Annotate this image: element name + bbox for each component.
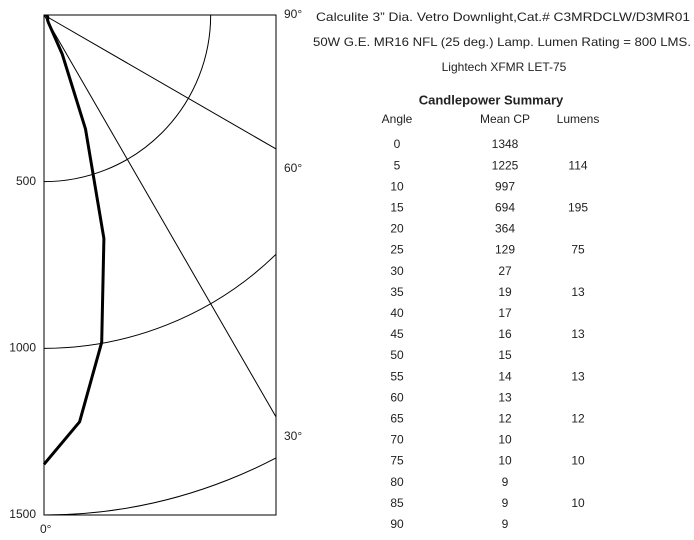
table-lumens: 195 <box>568 200 588 214</box>
table-mean-cp: 1348 <box>492 137 519 151</box>
table-mean-cp: 16 <box>498 327 512 341</box>
column-header: Angle <box>382 112 413 126</box>
table-mean-cp: 12 <box>498 411 512 425</box>
table-mean-cp: 9 <box>502 475 509 489</box>
angle-label: 90° <box>284 7 302 21</box>
table-mean-cp: 997 <box>495 179 515 193</box>
table-mean-cp: 10 <box>498 454 512 468</box>
title-line: Calculite 3” Dia. Vetro Downlight,Cat.# … <box>316 10 690 24</box>
table-angle: 15 <box>390 200 404 214</box>
grid-arc <box>44 15 212 183</box>
r-tick-label: 1000 <box>9 341 36 355</box>
table-angle: 70 <box>390 433 404 447</box>
column-header: Mean CP <box>480 112 530 126</box>
table-angle: 60 <box>390 390 404 404</box>
table-angle: 50 <box>390 348 404 362</box>
table-angle: 10 <box>390 179 404 193</box>
table-mean-cp: 14 <box>498 369 512 383</box>
table-angle: 25 <box>390 243 404 257</box>
table-mean-cp: 19 <box>498 285 512 299</box>
table-lumens: 13 <box>571 327 585 341</box>
table-angle: 55 <box>390 369 404 383</box>
table-mean-cp: 364 <box>495 222 515 236</box>
angle-line <box>43 14 277 150</box>
table-angle: 45 <box>390 327 404 341</box>
angle-label: 0° <box>40 522 52 536</box>
table-angle: 40 <box>390 306 404 320</box>
angle-line <box>43 14 277 418</box>
table-mean-cp: 9 <box>502 517 509 531</box>
table-angle: 30 <box>390 264 404 278</box>
table-mean-cp: 27 <box>498 264 512 278</box>
candlepower-curve <box>42 13 106 466</box>
r-tick-label: 500 <box>16 174 36 188</box>
table-lumens: 13 <box>571 285 585 299</box>
table-title: Candlepower Summary <box>419 92 564 107</box>
grid-arc <box>44 457 276 515</box>
table-mean-cp: 9 <box>502 496 509 510</box>
angle-label: 60° <box>284 161 302 175</box>
angle-label: 30° <box>284 429 302 443</box>
table-angle: 0 <box>394 137 401 151</box>
table-angle: 20 <box>390 222 404 236</box>
column-header: Lumens <box>557 112 600 126</box>
table-lumens: 13 <box>571 369 585 383</box>
table-angle: 80 <box>390 475 404 489</box>
table-angle: 85 <box>390 496 404 510</box>
table-mean-cp: 17 <box>498 306 512 320</box>
table-mean-cp: 13 <box>498 390 512 404</box>
table-angle: 65 <box>390 411 404 425</box>
table-mean-cp: 1225 <box>492 158 519 172</box>
table-angle: 35 <box>390 285 404 299</box>
table-lumens: 10 <box>571 496 585 510</box>
table-lumens: 75 <box>571 243 585 257</box>
table-lumens: 12 <box>571 411 585 425</box>
table-angle: 75 <box>390 454 404 468</box>
title-line: 50W G.E. MR16 NFL (25 deg.) Lamp. Lumen … <box>313 35 691 49</box>
table-angle: 90 <box>390 517 404 531</box>
table-angle: 5 <box>394 158 401 172</box>
plot-frame <box>43 14 277 516</box>
grid-arc <box>44 253 276 349</box>
r-tick-label: 1500 <box>9 507 36 521</box>
table-lumens: 10 <box>571 454 585 468</box>
table-mean-cp: 10 <box>498 433 512 447</box>
table-mean-cp: 15 <box>498 348 512 362</box>
title-line: Lightech XFMR LET-75 <box>442 60 567 74</box>
table-mean-cp: 129 <box>495 243 515 257</box>
table-lumens: 114 <box>568 158 587 172</box>
table-mean-cp: 694 <box>495 200 515 214</box>
